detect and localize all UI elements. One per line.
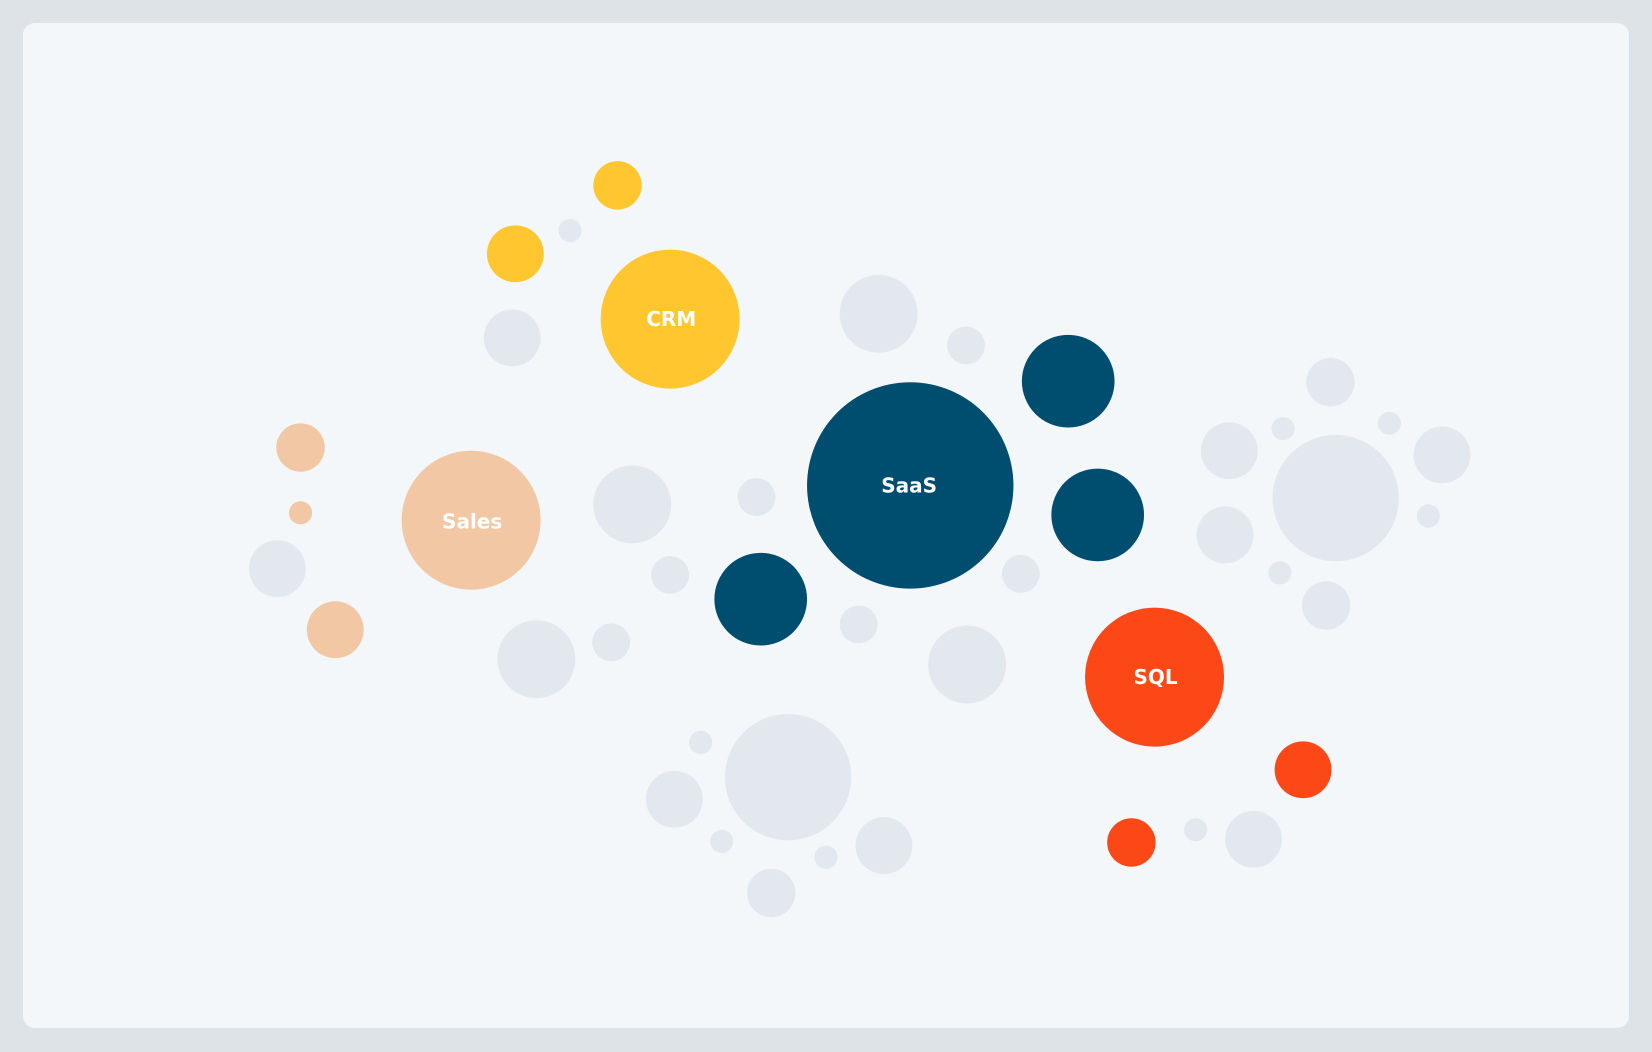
bubble-neutral	[1301, 581, 1351, 630]
bubble-neutral	[737, 478, 776, 516]
bubble-sales	[401, 450, 541, 590]
bubble-neutral	[689, 730, 713, 754]
bubble-neutral	[1200, 422, 1258, 480]
bubble-neutral	[497, 620, 576, 699]
bubble-neutral	[1272, 434, 1399, 562]
bubble-neutral	[1184, 818, 1208, 842]
bubble-neutral	[839, 605, 878, 644]
bubble-neutral	[814, 845, 838, 869]
bubble-neutral	[558, 219, 582, 243]
bubble-neutral	[710, 829, 734, 853]
bubble-neutral	[645, 770, 703, 828]
bubble-saas	[807, 382, 1014, 589]
bubble-neutral	[947, 326, 986, 365]
bubble-neutral	[1416, 504, 1440, 528]
bubble-neutral	[1225, 810, 1282, 868]
bubble-label-sql: SQL	[1134, 665, 1178, 689]
bubble-saas	[714, 552, 808, 646]
bubble-neutral	[1306, 358, 1355, 407]
bubble-neutral	[592, 623, 631, 662]
bubble-sql	[1085, 607, 1225, 747]
bubble-neutral	[483, 309, 541, 367]
bubble-neutral	[928, 625, 1007, 704]
bubble-neutral	[855, 817, 913, 875]
bubble-label-sales: Sales	[442, 509, 502, 533]
bubble-crm	[600, 249, 740, 389]
bubble-sql	[1107, 818, 1156, 867]
bubble-neutral	[1001, 554, 1040, 593]
bubble-crm	[593, 161, 642, 210]
bubble-sales	[276, 423, 325, 472]
bubble-neutral	[1377, 411, 1401, 435]
bubble-neutral	[1413, 426, 1471, 484]
bubble-saas	[1021, 334, 1115, 428]
bubble-crm	[486, 225, 544, 283]
bubble-label-crm: CRM	[646, 307, 696, 331]
bubble-neutral	[1271, 417, 1295, 441]
bubble-neutral	[839, 274, 918, 353]
bubble-neutral	[248, 540, 306, 598]
bubble-saas	[1051, 468, 1145, 562]
bubble-neutral	[1196, 506, 1254, 564]
bubble-neutral	[651, 556, 690, 594]
bubble-neutral	[593, 465, 672, 544]
bubble-neutral	[1268, 561, 1292, 585]
bubble-sales	[306, 601, 364, 659]
bubble-neutral	[747, 868, 796, 918]
bubble-sql	[1274, 741, 1332, 799]
bubble-label-saas: SaaS	[881, 473, 937, 497]
bubble-neutral	[724, 713, 852, 841]
bubble-sales	[288, 501, 313, 525]
